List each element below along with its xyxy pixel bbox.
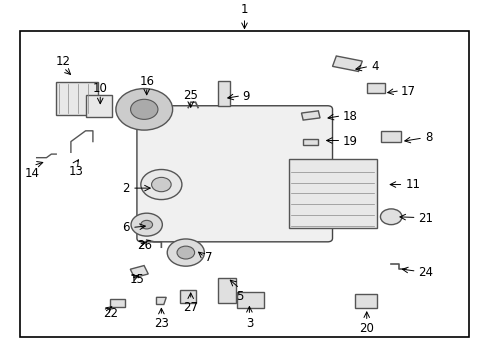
Bar	[217, 278, 236, 303]
Circle shape	[130, 99, 158, 120]
Text: 17: 17	[400, 85, 415, 98]
Text: 24: 24	[417, 266, 432, 279]
Text: 2: 2	[122, 181, 129, 195]
Circle shape	[151, 177, 171, 192]
Circle shape	[177, 246, 194, 259]
Bar	[381, 131, 400, 141]
Text: 6: 6	[122, 221, 129, 234]
Bar	[303, 139, 317, 145]
Text: 8: 8	[425, 131, 432, 144]
Text: 25: 25	[183, 89, 198, 102]
Bar	[301, 111, 319, 120]
Bar	[180, 290, 195, 303]
Text: 16: 16	[139, 75, 154, 88]
Text: 23: 23	[154, 317, 168, 330]
Text: 15: 15	[129, 273, 144, 286]
Bar	[85, 95, 112, 117]
Text: 26: 26	[137, 239, 152, 252]
Bar	[288, 159, 376, 228]
Circle shape	[167, 239, 204, 266]
Text: 18: 18	[342, 110, 356, 123]
Text: 20: 20	[359, 323, 373, 336]
Bar	[366, 83, 385, 93]
Polygon shape	[156, 297, 166, 305]
Bar	[217, 81, 229, 106]
Circle shape	[141, 170, 182, 199]
Text: 27: 27	[183, 301, 198, 314]
Text: 10: 10	[93, 82, 107, 95]
Text: 4: 4	[371, 60, 378, 73]
Text: 11: 11	[405, 178, 420, 191]
Circle shape	[131, 213, 162, 236]
Text: 13: 13	[68, 165, 83, 178]
Bar	[130, 266, 148, 278]
Circle shape	[116, 89, 172, 130]
Bar	[354, 294, 376, 308]
Bar	[332, 56, 362, 72]
Circle shape	[380, 209, 401, 225]
Text: 14: 14	[24, 167, 39, 180]
Text: 9: 9	[242, 90, 249, 103]
Text: 1: 1	[240, 3, 248, 16]
Text: 21: 21	[417, 212, 432, 225]
Text: 22: 22	[102, 307, 118, 320]
Text: 5: 5	[235, 290, 243, 303]
Text: 12: 12	[56, 55, 71, 68]
Circle shape	[141, 220, 152, 229]
Bar	[20, 31, 468, 337]
FancyBboxPatch shape	[137, 106, 332, 242]
Bar	[56, 82, 98, 115]
Bar	[110, 299, 124, 307]
Bar	[237, 292, 264, 308]
Text: 3: 3	[245, 317, 253, 330]
Text: 19: 19	[342, 135, 357, 148]
Text: 7: 7	[205, 251, 212, 265]
